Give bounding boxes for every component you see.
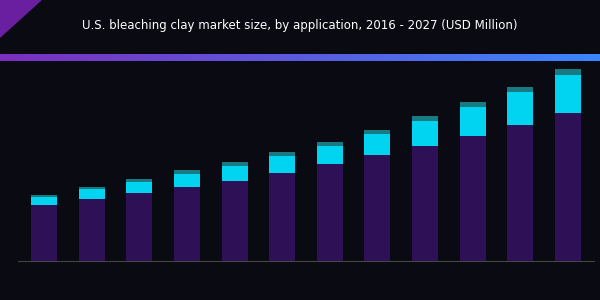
Bar <box>412 121 438 146</box>
Bar <box>31 205 57 261</box>
Bar <box>126 182 152 193</box>
Legend: Edible oil, Mineral oil & waxes, Others: Edible oil, Mineral oil & waxes, Others <box>184 298 428 300</box>
Bar <box>269 156 295 173</box>
Bar <box>412 146 438 261</box>
Bar <box>31 195 57 197</box>
Bar <box>555 69 581 76</box>
Bar <box>460 102 486 107</box>
Text: U.S. bleaching clay market size, by application, 2016 - 2027 (USD Million): U.S. bleaching clay market size, by appl… <box>82 20 518 32</box>
Bar <box>79 199 105 261</box>
Bar <box>507 87 533 92</box>
Bar <box>269 152 295 156</box>
Bar <box>364 155 391 261</box>
Bar <box>317 146 343 164</box>
Bar <box>174 170 200 174</box>
Bar <box>31 196 57 205</box>
Bar <box>317 142 343 146</box>
Bar <box>174 174 200 188</box>
Bar <box>174 188 200 261</box>
Bar <box>364 134 391 155</box>
Bar <box>507 92 533 125</box>
Bar <box>126 179 152 181</box>
Bar <box>221 166 248 181</box>
Bar <box>221 181 248 261</box>
Bar <box>412 116 438 121</box>
Bar <box>507 125 533 261</box>
Bar <box>79 187 105 189</box>
Bar <box>317 164 343 261</box>
Bar <box>79 189 105 199</box>
Bar <box>460 136 486 261</box>
Bar <box>221 162 248 166</box>
Bar <box>460 107 486 136</box>
Bar <box>555 76 581 113</box>
Polygon shape <box>0 0 42 38</box>
Bar <box>364 130 391 134</box>
Bar <box>126 193 152 261</box>
Bar <box>555 113 581 261</box>
Bar <box>269 173 295 261</box>
